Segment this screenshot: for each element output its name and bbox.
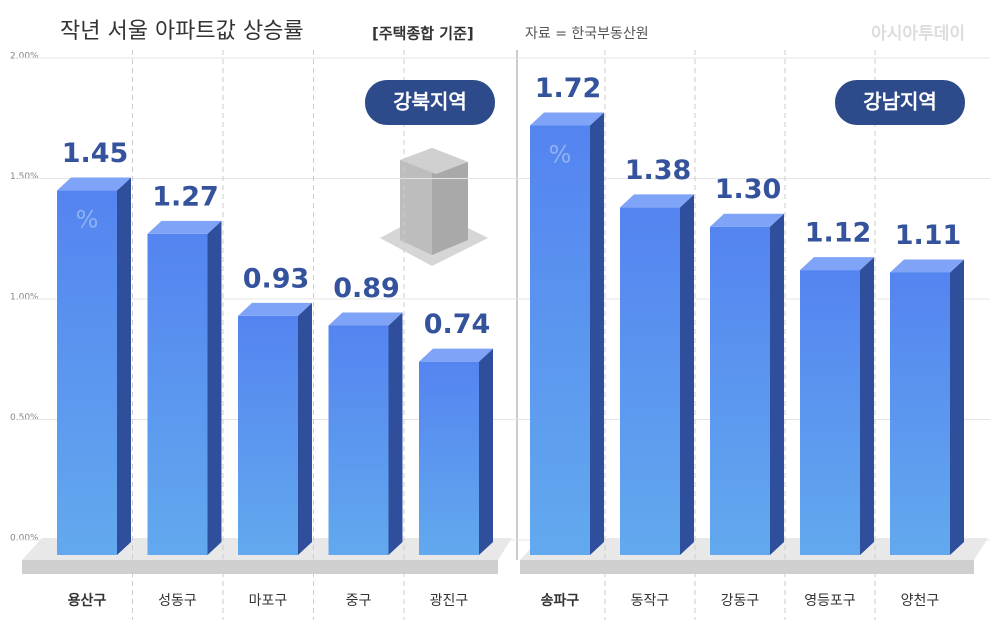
platform-edge — [22, 560, 498, 574]
bar-top — [800, 257, 874, 271]
bar — [57, 190, 117, 556]
bar-top — [328, 312, 403, 326]
region-label: 강북지역 — [393, 90, 467, 114]
plot: 0.00% 0.50% 1.00% 1.50% 2.00% 강북지역 1.45% 용산구 1.2… — [10, 50, 990, 620]
x-tick-label: 광진구 — [430, 593, 469, 609]
bar-top — [530, 112, 604, 126]
source: 자료 = 한국부동산원 — [525, 26, 649, 42]
platform-edge — [520, 560, 974, 574]
bar-side — [388, 312, 403, 555]
region-label: 강남지역 — [863, 90, 937, 114]
bar — [890, 272, 950, 555]
x-tick-label: 영등포구 — [804, 593, 856, 609]
value-label: 1.45 — [62, 138, 129, 169]
region-badge — [365, 80, 495, 125]
x-tick-label: 용산구 — [68, 592, 107, 609]
bar — [419, 361, 479, 555]
bar-side — [770, 213, 784, 555]
bar-side — [207, 220, 222, 555]
y-tick-label: 0.00% — [10, 534, 39, 544]
building-icon — [380, 148, 488, 266]
bar-side — [298, 302, 312, 555]
bar-top — [238, 302, 312, 316]
x-tick-label: 양천구 — [901, 593, 940, 609]
value-label: 0.89 — [333, 273, 400, 304]
bar-side — [117, 177, 131, 556]
x-tick-label: 송파구 — [541, 593, 580, 609]
bar — [238, 315, 298, 555]
x-tick-label: 중구 — [346, 593, 372, 609]
unit-label: % — [76, 206, 99, 234]
bar — [328, 325, 389, 555]
bar — [147, 233, 208, 555]
value-label: 1.11 — [895, 220, 962, 251]
value-label: 1.72 — [535, 73, 602, 104]
brand: 아시아투데이 — [871, 24, 965, 44]
bar-side — [680, 194, 694, 556]
y-tick-label: 2.00% — [10, 52, 39, 62]
value-label: 1.27 — [152, 181, 219, 212]
bar — [620, 207, 680, 556]
value-label: 0.74 — [424, 309, 491, 340]
bar-top — [620, 194, 694, 208]
bar-side — [860, 257, 874, 555]
y-tick-label: 0.50% — [10, 413, 39, 423]
bar-side — [950, 259, 964, 555]
y-tick-label: 1.50% — [10, 172, 39, 182]
chart-subtitle: [주택종합 기준] — [372, 25, 474, 43]
value-label: 1.12 — [805, 218, 872, 249]
bar-top — [147, 220, 222, 234]
x-tick-label: 성동구 — [158, 593, 197, 609]
bar-top — [57, 177, 131, 191]
value-label: 0.93 — [243, 263, 310, 294]
bar — [530, 125, 590, 555]
x-tick-label: 강동구 — [721, 593, 760, 609]
bar-top — [419, 348, 493, 362]
unit-label: % — [549, 140, 572, 168]
x-tick-label: 마포구 — [249, 593, 288, 609]
region-badge — [835, 80, 965, 125]
value-label: 1.38 — [625, 155, 692, 186]
bar — [710, 226, 770, 555]
bar — [800, 270, 860, 555]
chart-title: 작년 서울 아파트값 상승률 — [60, 19, 304, 44]
x-tick-label: 동작구 — [631, 593, 670, 609]
bar-top — [710, 213, 784, 227]
bar-side — [479, 348, 493, 555]
bar-top — [890, 259, 964, 273]
value-label: 1.30 — [715, 174, 782, 205]
y-tick-label: 1.00% — [10, 293, 39, 303]
bar-side — [590, 112, 604, 555]
